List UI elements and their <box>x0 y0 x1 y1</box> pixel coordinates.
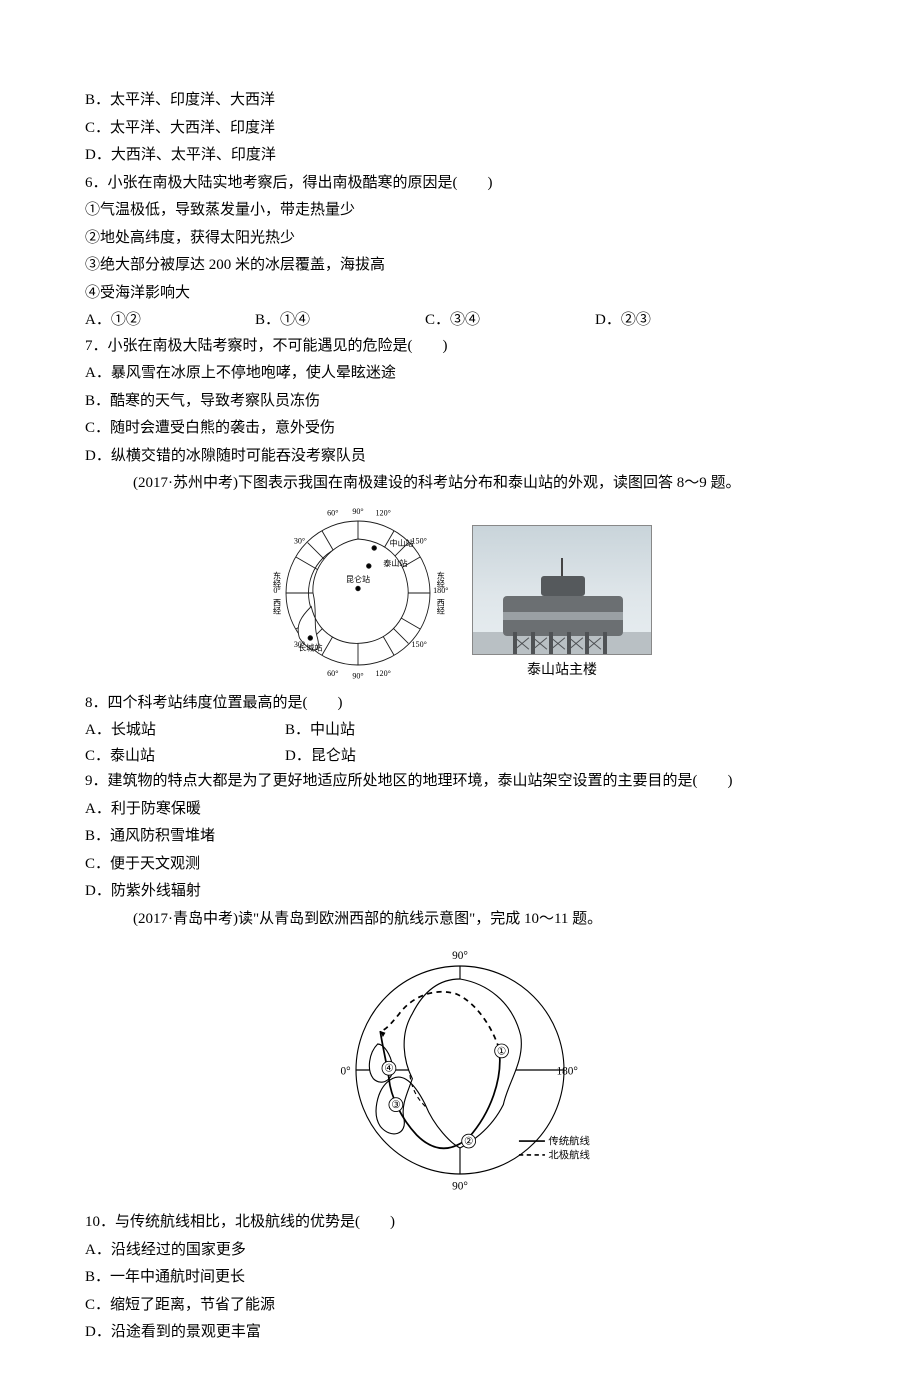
passage1-intro: (2017·苏州中考)下图表示我国在南极建设的科考站分布和泰山站的外观，读图回答… <box>85 471 835 497</box>
lon-150b: 150° <box>412 640 427 649</box>
q6-stem: 6．小张在南极大陆实地考察后，得出南极酷寒的原因是( ) <box>85 171 835 197</box>
q8-row1: A．长城站 B．中山站 <box>85 718 835 744</box>
side-right-1: 东经 <box>436 570 445 587</box>
q9-b: B．通风防积雪堆堵 <box>85 824 835 850</box>
q6-d: D．②③ <box>595 308 765 334</box>
building-caption: 泰山站主楼 <box>472 659 652 683</box>
option-b: B．太平洋、印度洋、大西洋 <box>85 88 835 114</box>
q7-stem: 7．小张在南极大陆考察时，不可能遇见的危险是( ) <box>85 334 835 360</box>
label-zhongshan: 中山站 <box>390 538 414 548</box>
marker-4: ④ <box>384 1064 393 1075</box>
q10-a: A．沿线经过的国家更多 <box>85 1238 835 1264</box>
q7-a: A．暴风雪在冰原上不停地咆哮，使人晕眩迷途 <box>85 361 835 387</box>
marker-3: ③ <box>391 1100 400 1111</box>
lon-60: 60° <box>327 508 338 517</box>
legend-solid: 传统航线 <box>548 1135 590 1148</box>
q7-d: D．纵横交错的冰隙随时可能吞没考察队员 <box>85 444 835 470</box>
q6-c: C．③④ <box>425 308 595 334</box>
q8-row2: C．泰山站 D．昆仑站 <box>85 744 835 770</box>
q6-cond4: ④受海洋影响大 <box>85 281 835 307</box>
side-left-1: 东经 <box>273 570 282 587</box>
lon-30a: 30° <box>294 536 305 545</box>
globe-top: 90° <box>452 950 468 962</box>
q9-a: A．利于防寒保暖 <box>85 797 835 823</box>
q9-d: D．防紫外线辐射 <box>85 879 835 905</box>
q9-stem: 9．建筑物的特点大都是为了更好地适应所处地区的地理环境，泰山站架空设置的主要目的… <box>85 769 835 795</box>
lon-90: 90° <box>352 506 363 515</box>
q8-a: A．长城站 <box>85 718 285 744</box>
q8-stem: 8．四个科考站纬度位置最高的是( ) <box>85 691 835 717</box>
option-d: D．大西洋、太平洋、印度洋 <box>85 143 835 169</box>
lon-120: 120° <box>376 508 391 517</box>
q6-b: B．①④ <box>255 308 425 334</box>
legend-dash: 北极航线 <box>548 1148 590 1161</box>
figure-row-1: 60° 90° 120° 150° 150° 120° 90° 60° 30° … <box>85 503 835 683</box>
lon-120b: 120° <box>376 668 391 677</box>
q8-d: D．昆仑站 <box>285 744 485 770</box>
label-kunlun: 昆仑站 <box>346 574 370 584</box>
q10-stem: 10．与传统航线相比，北极航线的优势是( ) <box>85 1210 835 1236</box>
q6-cond3: ③绝大部分被厚达 200 米的冰层覆盖，海拔高 <box>85 253 835 279</box>
taishan-building-figure: 泰山站主楼 <box>472 525 652 683</box>
option-c: C．太平洋、大西洋、印度洋 <box>85 116 835 142</box>
q6-cond1: ①气温极低，导致蒸发量小，带走热量少 <box>85 198 835 224</box>
q10-c: C．缩短了距离，节省了能源 <box>85 1293 835 1319</box>
q7-c: C．随时会遭受白熊的袭击，意外受伤 <box>85 416 835 442</box>
label-changcheng: 长城站 <box>298 642 322 652</box>
q8-b: B．中山站 <box>285 718 485 744</box>
q6-a: A．①② <box>85 308 255 334</box>
antarctic-map: 60° 90° 120° 150° 150° 120° 90° 60° 30° … <box>268 503 448 683</box>
lon-60b: 60° <box>327 668 338 677</box>
lon-150a: 150° <box>412 536 427 545</box>
q6-cond2: ②地处高纬度，获得太阳光热少 <box>85 226 835 252</box>
globe-figure: ① ② ③ ④ 90° 0° 180° 90° 传统航线 北极航线 <box>85 940 835 1200</box>
q7-b: B．酷寒的天气，导致考察队员冻伤 <box>85 389 835 415</box>
q10-b: B．一年中通航时间更长 <box>85 1265 835 1291</box>
q10-d: D．沿途看到的景观更丰富 <box>85 1320 835 1346</box>
side-left-3: 西经 <box>273 598 282 614</box>
side-right-2: 180° <box>433 586 448 595</box>
passage2-intro: (2017·青岛中考)读"从青岛到欧洲西部的航线示意图"，完成 10～11 题。 <box>85 907 835 933</box>
marker-1: ① <box>497 1046 506 1057</box>
label-taishan: 泰山站 <box>383 558 407 568</box>
side-right-3: 西经 <box>436 598 445 614</box>
q8-c: C．泰山站 <box>85 744 285 770</box>
lon-90b: 90° <box>352 671 363 680</box>
globe-left: 0° <box>341 1065 351 1077</box>
marker-2: ② <box>464 1137 473 1148</box>
side-left-2: 0° <box>273 586 280 595</box>
globe-right: 180° <box>556 1065 577 1077</box>
globe-bottom: 90° <box>452 1181 468 1193</box>
q6-options: A．①② B．①④ C．③④ D．②③ <box>85 308 835 334</box>
q9-c: C．便于天文观测 <box>85 852 835 878</box>
